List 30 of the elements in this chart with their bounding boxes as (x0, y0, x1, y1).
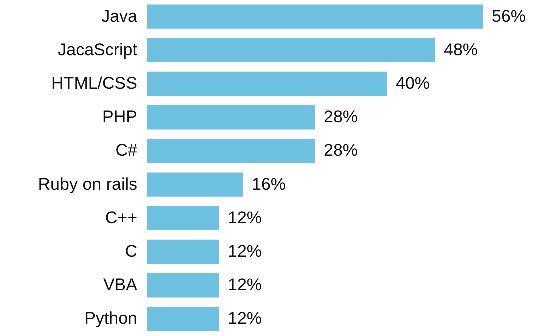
data-label: 40% (396, 74, 430, 93)
y-tick-label: PHP (102, 108, 138, 127)
data-label: 28% (324, 108, 358, 127)
bar (147, 4, 483, 29)
y-tick-label: VBA (103, 276, 138, 295)
bar (147, 274, 219, 298)
y-tick-label: Python (84, 309, 138, 328)
bar (147, 106, 315, 130)
bar (147, 72, 387, 96)
data-label: 28% (324, 141, 358, 160)
data-label: 56% (492, 6, 526, 26)
bar (147, 172, 243, 197)
bar (147, 206, 219, 230)
data-label: 12% (228, 208, 262, 228)
data-label: 16% (252, 174, 286, 194)
bar (147, 307, 219, 332)
y-tick-label: Ruby on rails (38, 174, 138, 194)
y-tick-label: Java (102, 6, 138, 26)
y-tick-label: HTML/CSS (52, 74, 138, 93)
bar (147, 240, 219, 264)
data-label: 12% (228, 242, 262, 261)
y-tick-label: C (125, 242, 138, 261)
y-tick-label: C# (116, 141, 138, 160)
data-label: 48% (444, 40, 478, 60)
data-label: 12% (228, 276, 262, 295)
y-tick-label: JacaScript (58, 40, 138, 60)
bar (147, 38, 435, 62)
y-tick-label: C++ (105, 208, 138, 228)
data-label: 12% (228, 309, 262, 328)
bar (147, 139, 315, 164)
